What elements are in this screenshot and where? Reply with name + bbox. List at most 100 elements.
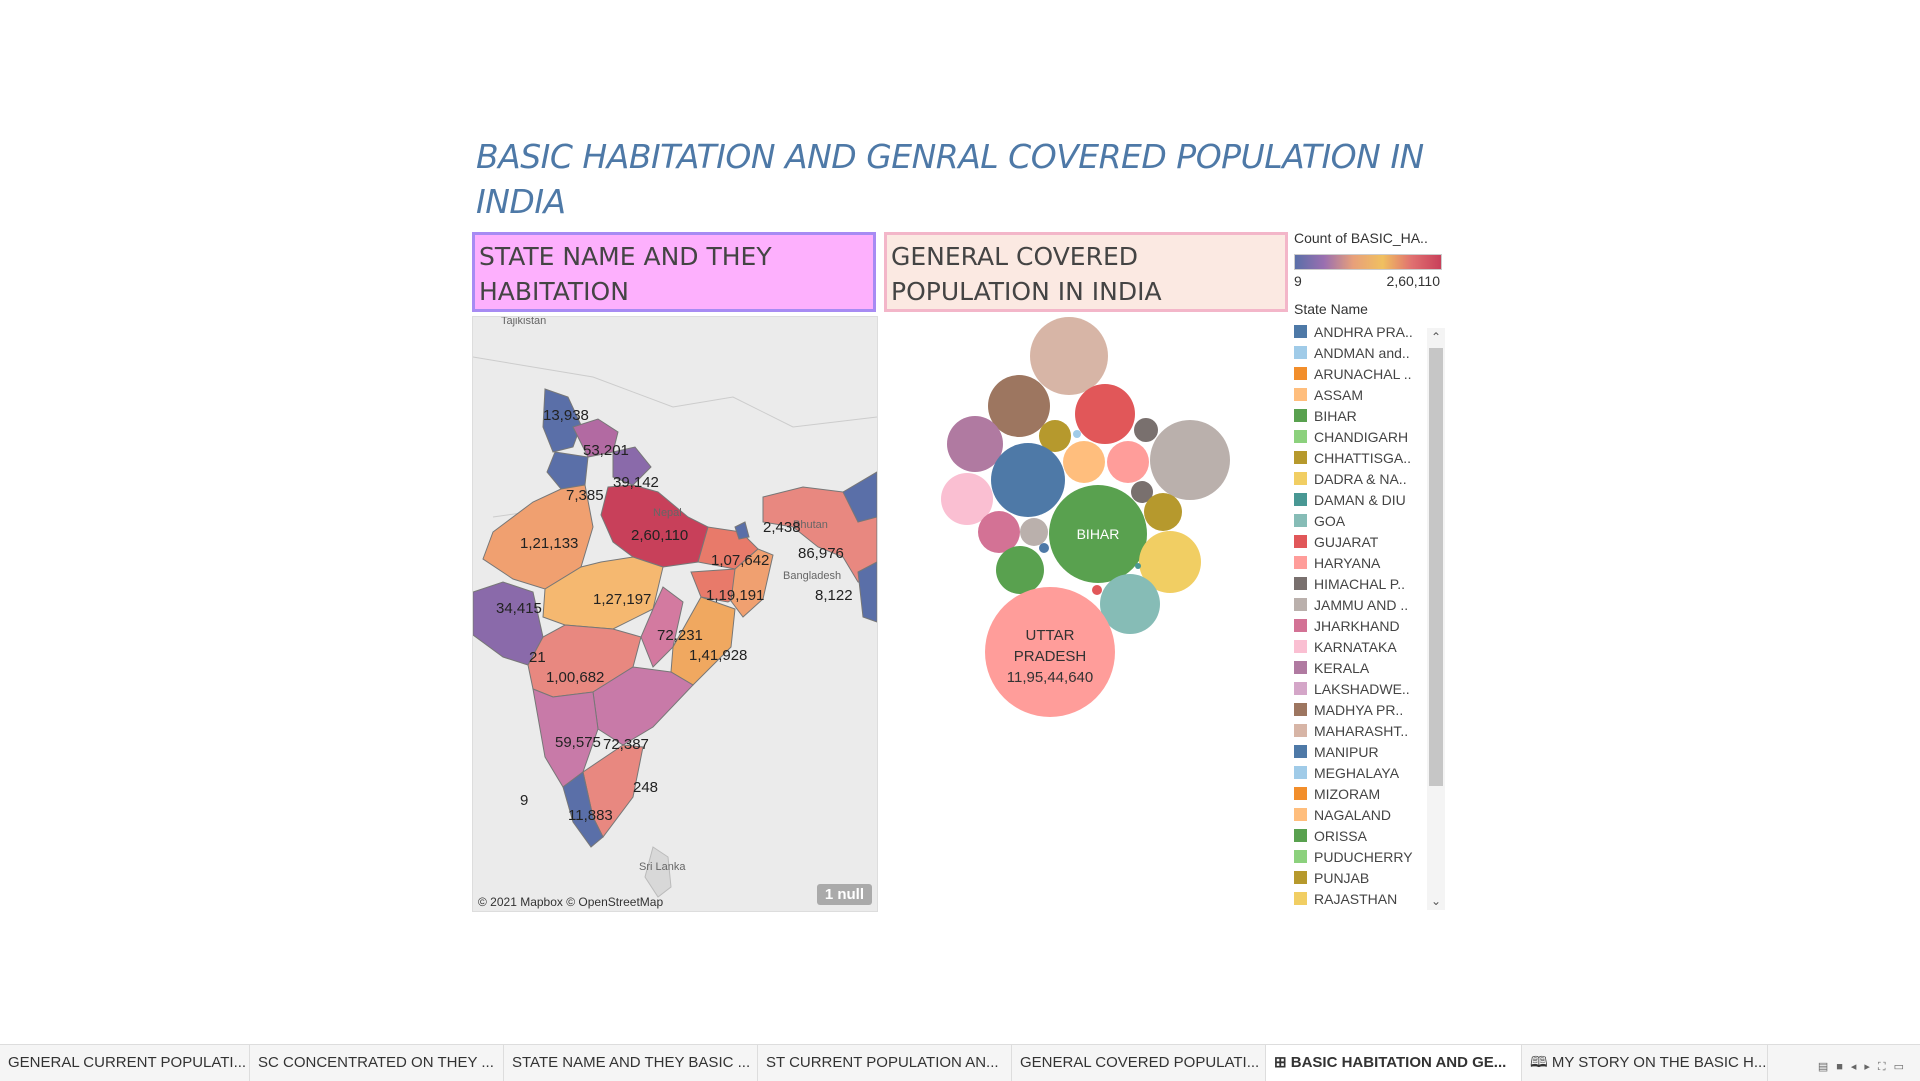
legend-item[interactable]: HARYANA [1294,552,1446,573]
scrollbar-thumb[interactable] [1429,348,1443,786]
map-value-label: 53,201 [583,442,629,459]
legend-item-label: JHARKHAND [1314,617,1400,634]
legend-item[interactable]: GUJARAT [1294,531,1446,552]
map-shapes [473,356,877,898]
legend-swatch [1294,430,1307,443]
legend-item[interactable]: MEGHALAYA [1294,762,1446,783]
legend-item[interactable]: ANDMAN and.. [1294,342,1446,363]
geo-label-tajikistan: Tajikistan [501,316,547,327]
legend-item[interactable]: ORISSA [1294,825,1446,846]
region-ne-blue2 [857,561,877,623]
legend-item-label: GOA [1314,512,1346,529]
legend-item[interactable]: JHARKHAND [1294,615,1446,636]
legend-item-label: GUJARAT [1314,533,1379,550]
legend-item[interactable]: NAGALAND [1294,804,1446,825]
legend-item-label: KARNATAKA [1314,638,1397,655]
sheet-tab[interactable]: SC CONCENTRATED ON THEY ... [250,1045,504,1081]
legend-item-label: DADRA & NA.. [1314,470,1407,487]
legend-item[interactable]: JAMMU AND .. [1294,594,1446,615]
legend-swatch [1294,577,1307,590]
bubble-rajasthan [1139,531,1201,593]
legend-item[interactable]: DADRA & NA.. [1294,468,1446,489]
legend-swatch [1294,766,1307,779]
legend-swatch [1294,850,1307,863]
region-rajasthan [482,484,594,590]
legend-item[interactable]: KARNATAKA [1294,636,1446,657]
legend-item-label: PUNJAB [1314,869,1370,886]
legend-scrollbar[interactable]: ⌃ ⌄ [1427,328,1445,910]
legend-item[interactable]: KERALA [1294,657,1446,678]
bubble-jharkhand [978,511,1020,553]
legend-item[interactable]: MIZORAM [1294,783,1446,804]
state-legend-title: State Name [1294,301,1368,317]
map-value-label: 21 [529,649,546,666]
legend-item[interactable]: DAMAN & DIU [1294,489,1446,510]
bubble-assam [1063,441,1105,483]
legend-item[interactable]: CHANDIGARH [1294,426,1446,447]
sheet-tab[interactable]: GENERAL COVERED POPULATI... [1012,1045,1266,1081]
bubble-jammu [1150,420,1230,500]
map-copyright: © 2021 Mapbox © OpenStreetMap [478,895,664,909]
legend-item[interactable]: ARUNACHAL .. [1294,363,1446,384]
india-map[interactable]: Tajikistan Nepal Bhutan Bangladesh Sri L… [472,316,878,912]
map-value-label: 59,575 [555,734,601,751]
legend-swatch [1294,745,1307,758]
legend-item[interactable]: BIHAR [1294,405,1446,426]
scroll-down-icon[interactable]: ⌄ [1430,894,1442,908]
region-mp [542,556,664,630]
legend-item[interactable]: CHHATTISGA.. [1294,447,1446,468]
legend-swatch [1294,871,1307,884]
map-value-label: 2,60,110 [631,527,689,544]
map-value-label: 1,07,642 [711,552,770,569]
legend-swatch [1294,640,1307,653]
legend-item[interactable]: GOA [1294,510,1446,531]
legend-item[interactable]: MANIPUR [1294,741,1446,762]
legend-panel: Count of BASIC_HA.. 9 2,60,110 State Nam… [1294,230,1446,905]
legend-item-label: CHANDIGARH [1314,428,1409,445]
sheet-tab[interactable]: ⊞ BASIC HABITATION AND GE... [1266,1045,1522,1081]
bubble-chhattisgarh [1039,420,1071,452]
sheet-tab[interactable]: 🕮 MY STORY ON THE BASIC H... [1522,1045,1768,1081]
scroll-up-icon[interactable]: ⌃ [1430,330,1442,344]
legend-item[interactable]: MADHYA PR.. [1294,699,1446,720]
legend-item[interactable]: RAJASTHAN [1294,888,1446,905]
legend-item-label: ORISSA [1314,827,1367,844]
legend-swatch [1294,682,1307,695]
region-karnataka [532,688,599,788]
bubble-daman [1135,563,1141,569]
sheet-tab[interactable]: STATE NAME AND THEY BASIC ... [504,1045,758,1081]
sheet-tab[interactable]: GENERAL CURRENT POPULATI... [0,1045,250,1081]
legend-item[interactable]: ASSAM [1294,384,1446,405]
bubble-panel-header: GENERAL COVERED POPULATION IN INDIA [884,232,1288,312]
legend-item-label: MAHARASHT.. [1314,722,1409,739]
color-gradient-labels: 9 2,60,110 [1294,273,1440,289]
map-value-label: 1,27,197 [593,591,652,608]
legend-item[interactable]: PUDUCHERRY [1294,846,1446,867]
sheet-tab[interactable]: ST CURRENT POPULATION AN... [758,1045,1012,1081]
legend-item[interactable]: PUNJAB [1294,867,1446,888]
legend-item-label: ANDMAN and.. [1314,344,1410,361]
tab-navigation-icons[interactable]: ▤■◂▸⛶▭ [1817,1061,1912,1073]
map-value-label: 11,883 [568,807,613,824]
legend-item[interactable]: LAKSHADWE.. [1294,678,1446,699]
legend-item[interactable]: MAHARASHT.. [1294,720,1446,741]
bubble-chart[interactable]: BIHAR UTTAR PRADESH 11,95,44,640 [884,316,1288,910]
bubble-label-up-value: 11,95,44,640 [1007,669,1093,686]
map-value-label: 1,19,191 [706,587,765,604]
bubble-gujarat [1075,384,1135,444]
legend-swatch [1294,493,1307,506]
region-punjab [546,451,589,490]
legend-swatch [1294,829,1307,842]
legend-item-label: ASSAM [1314,386,1364,403]
map-value-label: 2,438 [763,519,801,536]
null-indicator-badge[interactable]: 1 null [816,884,872,905]
legend-item-label: ARUNACHAL .. [1314,365,1412,382]
state-legend-list[interactable]: ANDHRA PRA.. ANDMAN and.. ARUNACHAL .. ASSA… [1294,321,1446,905]
legend-item[interactable]: ANDHRA PRA.. [1294,321,1446,342]
bubble-label-up-line2: PRADESH [1014,648,1087,665]
geo-label-bhutan: Bhutan [793,519,828,531]
region-kerala [562,771,604,848]
legend-item[interactable]: HIMACHAL P.. [1294,573,1446,594]
bubble-andhra-small [1039,543,1049,553]
legend-item-label: BIHAR [1314,407,1357,424]
